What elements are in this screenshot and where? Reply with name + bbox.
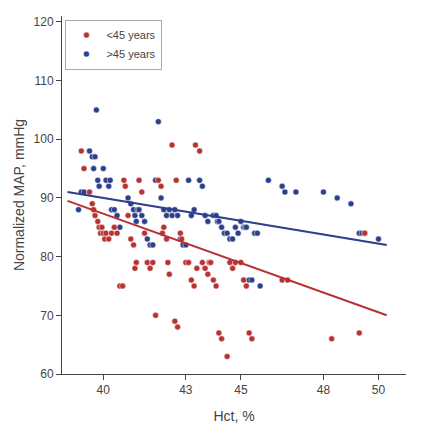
svg-text:<45 years: <45 years (106, 29, 155, 41)
svg-text:48: 48 (317, 383, 331, 397)
svg-text:45: 45 (234, 383, 248, 397)
svg-text:Normalized MAP, mmHg: Normalized MAP, mmHg (11, 119, 27, 271)
svg-text:70: 70 (40, 309, 54, 323)
svg-text:100: 100 (34, 132, 54, 146)
svg-text:43: 43 (179, 383, 193, 397)
svg-text:50: 50 (372, 383, 386, 397)
svg-text:40: 40 (97, 383, 111, 397)
svg-text:110: 110 (34, 74, 53, 88)
svg-text:80: 80 (40, 250, 54, 264)
svg-text:Hct, %: Hct, % (213, 408, 254, 424)
svg-text:>45 years: >45 years (106, 48, 155, 60)
svg-text:120: 120 (34, 15, 54, 29)
svg-text:90: 90 (40, 191, 54, 205)
svg-text:60: 60 (40, 367, 54, 381)
